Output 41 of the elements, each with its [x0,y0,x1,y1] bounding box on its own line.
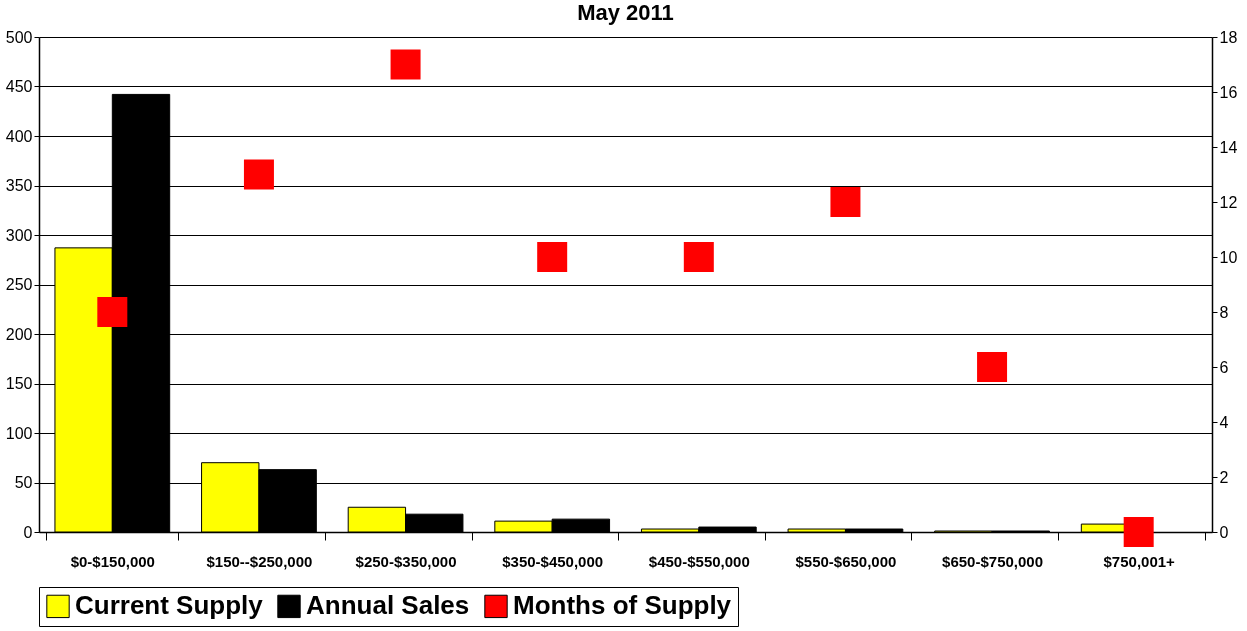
x-tick-label: $650-$750,000 [942,552,1044,570]
point [977,352,1008,382]
point [390,49,421,80]
y-tick-label: 300 [5,226,33,244]
y-tick-label: 0 [23,523,33,541]
x-tick-label: $450-$550,000 [648,552,750,570]
x-tick-label: $750,001+ [1103,552,1176,570]
y-tick-label: 50 [14,474,33,491]
y2-tick-label: 14 [1219,138,1238,156]
y2-tick-label: 18 [1219,28,1238,46]
x-tick-label: $0-$150,000 [70,552,155,570]
y-tick-label: 500 [5,28,33,46]
x-tick-label: $150--$250,000 [206,552,313,570]
y2-tick-label: 6 [1219,358,1229,376]
x-tick-label: $350-$450,000 [502,552,604,570]
y-tick-label: 450 [5,78,33,95]
point [243,159,274,190]
point [683,242,714,272]
y-tick-label: 150 [5,375,33,392]
legend-label: Annual Sales [306,590,470,621]
x-tick-label: $250-$350,000 [355,552,457,570]
legend-label: Months of Supply [513,590,732,621]
y-tick-label: 100 [5,424,33,442]
y2-tick-label: 2 [1219,468,1229,486]
point [830,187,861,217]
y2-tick-label: 8 [1219,303,1229,321]
point [1123,517,1154,547]
x-tick-label: $550-$650,000 [795,552,897,570]
point [537,242,568,272]
y-tick-label: 200 [5,325,33,343]
y2-tick-label: 0 [1219,523,1229,541]
y-tick-label: 350 [5,177,33,194]
legend-label: Current Supply [75,590,264,621]
point [97,297,128,327]
y2-tick-label: 4 [1219,413,1229,431]
y2-tick-label: 10 [1219,248,1238,266]
y2-tick-label: 16 [1219,83,1238,101]
y-tick-label: 400 [5,127,33,145]
y-tick-label: 250 [5,276,33,293]
y2-tick-label: 12 [1219,193,1238,211]
chart-title: May 2011 [577,0,674,25]
